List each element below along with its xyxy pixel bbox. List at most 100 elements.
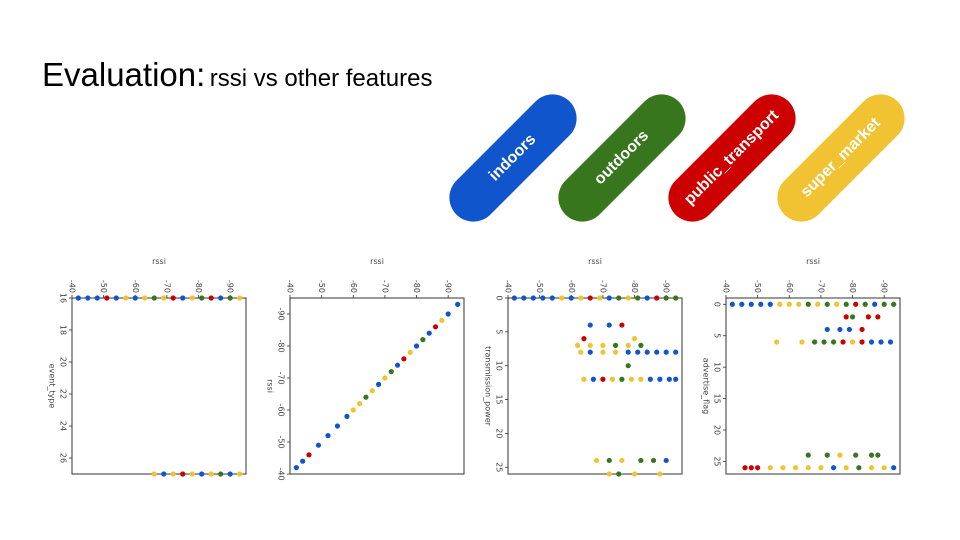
y-tick-label: -80 [412, 280, 421, 293]
slide-title: Evaluation: rssi vs other features [42, 56, 432, 94]
data-point [600, 349, 606, 355]
data-point [180, 295, 186, 301]
data-point [132, 295, 138, 301]
data-point [334, 423, 341, 429]
legend-label-outdoors: outdoors [591, 127, 653, 189]
data-point [237, 471, 243, 477]
data-point [619, 322, 625, 328]
data-point [849, 314, 856, 320]
data-point [420, 337, 426, 343]
data-point [587, 349, 593, 355]
data-point [575, 342, 581, 348]
data-point [189, 471, 195, 477]
y-axis-label: rssi [806, 257, 820, 266]
data-point [597, 295, 603, 301]
data-point [189, 295, 195, 301]
data-point [593, 457, 600, 464]
data-point [530, 295, 536, 301]
x-tick-label: -50 [277, 435, 286, 448]
data-point [625, 342, 631, 348]
x-tick-label: 15 [713, 393, 722, 403]
scatter-chart-rssi: -90 -80 -70 -60 -50 -40 rssi -90 -80 -70 -60 -50 -40… [266, 257, 465, 481]
x-tick-label: 5 [713, 333, 722, 338]
data-point [673, 349, 679, 355]
data-point [748, 465, 754, 471]
data-point [849, 339, 856, 345]
data-point [635, 349, 641, 355]
data-point [859, 339, 865, 345]
plot-frame [71, 297, 247, 475]
data-point [793, 465, 799, 471]
y-tick-label: -40 [286, 280, 295, 293]
data-point [881, 465, 887, 471]
data-point [881, 301, 887, 307]
x-tick-label: 20 [59, 357, 68, 367]
data-point [767, 465, 773, 471]
data-point [780, 465, 786, 471]
y-tick-label: -80 [630, 280, 639, 293]
scatter-chart-advertise-flag: -90 -80 -70 -60 -50 -40 rssi 0 5 10 15 20 25 advertis… [702, 257, 901, 475]
legend-label-indoors: indoors [485, 130, 540, 185]
data-point [300, 458, 306, 464]
data-point [394, 362, 401, 368]
data-point [413, 343, 420, 349]
data-point [650, 457, 657, 464]
data-point [151, 471, 157, 477]
x-axis-label: event_type [48, 364, 57, 409]
data-point [805, 452, 811, 458]
data-point [625, 363, 631, 369]
data-point [104, 295, 110, 301]
data-point [199, 471, 205, 477]
data-point [868, 465, 875, 471]
data-point [872, 301, 878, 307]
x-tick-label: 26 [59, 453, 68, 463]
x-tick-label: -60 [277, 403, 286, 416]
x-tick-label: 24 [59, 421, 68, 431]
y-tick-label: -70 [598, 280, 607, 293]
data-point [606, 322, 612, 328]
data-point [891, 465, 897, 471]
data-point [113, 295, 119, 301]
data-point [426, 330, 432, 336]
data-point [606, 457, 612, 464]
data-point [774, 339, 780, 345]
y-tick-label: -90 [226, 280, 235, 293]
data-point [878, 339, 884, 345]
y-tick-label: -90 [880, 280, 889, 293]
y-tick-label: -80 [848, 280, 857, 293]
data-point [600, 342, 606, 348]
data-point [830, 465, 837, 471]
x-tick-label: 5 [495, 329, 504, 334]
data-point [891, 301, 897, 307]
data-point [325, 433, 331, 439]
data-point [432, 324, 439, 330]
y-axis-label: rssi [588, 257, 602, 266]
data-point [445, 311, 451, 317]
y-tick-label: -60 [567, 280, 576, 293]
data-point [868, 339, 875, 345]
y-tick-label: -60 [131, 280, 140, 293]
data-point [375, 381, 382, 387]
data-point [568, 295, 574, 301]
data-point [590, 376, 597, 382]
data-point [581, 376, 587, 382]
data-point [369, 388, 375, 394]
data-point [612, 342, 619, 348]
data-point [811, 339, 818, 345]
data-point [837, 326, 843, 333]
data-point [631, 336, 638, 342]
scatter-chart-event-type: -90 -80 -70 -60 -50 -40 rssi 16 18 20 22 24 26 event_… [48, 257, 247, 477]
data-point [578, 349, 584, 355]
data-point [616, 295, 622, 301]
data-point [799, 339, 805, 345]
x-tick-label: -70 [277, 371, 286, 384]
data-point [856, 465, 862, 471]
data-point [199, 295, 205, 301]
data-point [363, 394, 369, 400]
data-point [868, 452, 875, 458]
data-point [616, 471, 622, 477]
data-point [161, 471, 167, 477]
plot-frame [507, 297, 683, 475]
slide-title-sub: rssi vs other features [209, 65, 433, 92]
y-tick-label: -50 [753, 280, 762, 293]
